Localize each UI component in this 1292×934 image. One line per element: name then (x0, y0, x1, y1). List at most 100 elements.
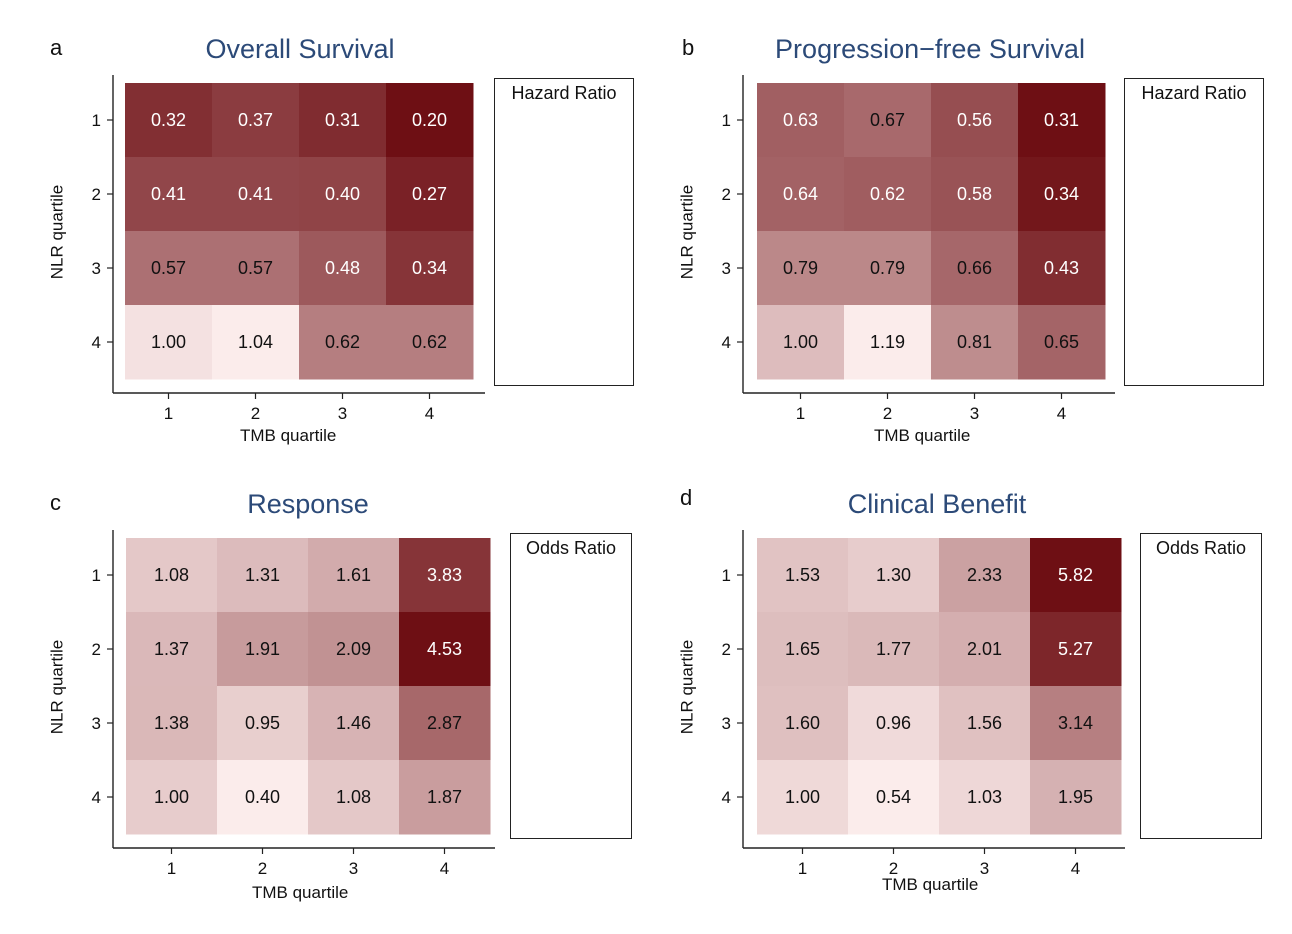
cell-value-label: 1.19 (870, 332, 905, 352)
panel-letter: a (50, 35, 63, 60)
heatmap-cell (757, 83, 845, 158)
heatmap-cell (212, 83, 300, 158)
heatmap-cell (939, 760, 1031, 835)
heatmap-cell (844, 83, 932, 158)
heatmap-cell (217, 612, 309, 687)
cell-value-label: 1.95 (1058, 787, 1093, 807)
heatmap-cell (126, 686, 218, 761)
heatmap-cell (757, 231, 845, 306)
panel-a: a Overall Survival 0.32 0.37 0.31 0.20 0.41 0… (0, 0, 646, 467)
cell-value-label: 1.00 (783, 332, 818, 352)
cell-value-label: 0.31 (325, 110, 360, 130)
chart-title: Response (247, 489, 369, 519)
heatmap-cell (1030, 760, 1122, 835)
heatmap-cell (299, 157, 387, 232)
cell-value-label: 1.31 (245, 565, 280, 585)
x-tick-label: 4 (1057, 404, 1066, 423)
heatmap-plot: 0.63 0.67 0.56 0.31 0.64 0.62 0.58 0.34 0.79 0.79… (722, 75, 1220, 423)
cell-value-label: 4.53 (427, 639, 462, 659)
x-tick-label: 2 (889, 859, 898, 878)
y-tick-label: 3 (92, 259, 101, 278)
heatmap-cell (939, 538, 1031, 613)
y-tick-label: 1 (92, 566, 101, 585)
cell-value-label: 5.27 (1058, 639, 1093, 659)
y-tick-label: 2 (92, 640, 101, 659)
heatmap-cell (844, 231, 932, 306)
x-tick-label: 2 (258, 859, 267, 878)
legend: Odds Ratio (1140, 533, 1262, 839)
cell-value-label: 0.32 (151, 110, 186, 130)
heatmap-cell (299, 83, 387, 158)
cell-value-label: 0.43 (1044, 258, 1079, 278)
heatmap-cell (939, 686, 1031, 761)
heatmap-cell (1018, 305, 1106, 380)
heatmap-cell (212, 305, 300, 380)
y-tick-label: 2 (722, 185, 731, 204)
legend: Hazard Ratio (1124, 78, 1264, 386)
y-tick-label: 3 (722, 714, 731, 733)
x-tick-label: 1 (796, 404, 805, 423)
heatmap-cell (399, 612, 491, 687)
cell-value-label: 0.31 (1044, 110, 1079, 130)
x-tick-label: 3 (980, 859, 989, 878)
cell-value-label: 0.40 (245, 787, 280, 807)
y-tick-label: 1 (722, 566, 731, 585)
heatmap-cell (848, 686, 940, 761)
cell-value-label: 0.41 (151, 184, 186, 204)
cell-value-label: 0.63 (783, 110, 818, 130)
heatmap-cell (1030, 686, 1122, 761)
cell-value-label: 1.30 (876, 565, 911, 585)
heatmap-cell (399, 686, 491, 761)
x-tick-label: 4 (425, 404, 434, 423)
cell-value-label: 1.91 (245, 639, 280, 659)
cell-value-label: 1.00 (154, 787, 189, 807)
heatmap-cell (125, 305, 213, 380)
cell-value-label: 0.62 (325, 332, 360, 352)
cell-value-label: 0.58 (957, 184, 992, 204)
heatmap-cell (757, 612, 849, 687)
cell-value-label: 0.66 (957, 258, 992, 278)
heatmap-cell (212, 157, 300, 232)
legend-title: Hazard Ratio (511, 83, 617, 103)
cell-value-label: 0.56 (957, 110, 992, 130)
cell-value-label: 0.40 (325, 184, 360, 204)
heatmap-cell (299, 231, 387, 306)
heatmap-cell (126, 538, 218, 613)
heatmap-cell (125, 157, 213, 232)
heatmap-cell (1018, 231, 1106, 306)
cell-value-label: 0.37 (238, 110, 273, 130)
y-tick-label: 4 (722, 788, 731, 807)
cell-value-label: 0.54 (876, 787, 911, 807)
legend-title: Odds Ratio (525, 538, 617, 558)
heatmap-cell (1030, 538, 1122, 613)
panel-letter: c (50, 490, 61, 515)
cell-value-label: 0.64 (783, 184, 818, 204)
heatmap-cell (399, 538, 491, 613)
heatmap-cell (757, 305, 845, 380)
cell-value-label: 2.33 (967, 565, 1002, 585)
heatmap-cell (217, 760, 309, 835)
chart-title: Progression−free Survival (775, 34, 1085, 64)
heatmap-cell (126, 612, 218, 687)
cell-value-label: 2.01 (967, 639, 1002, 659)
heatmap-cell (1030, 612, 1122, 687)
heatmap-cell (386, 231, 474, 306)
heatmap-cell (848, 760, 940, 835)
heatmap-cell (939, 612, 1031, 687)
y-tick-label: 2 (92, 185, 101, 204)
heatmap-cell (757, 686, 849, 761)
x-tick-label: 1 (164, 404, 173, 423)
y-axis-label: NLR quartile (677, 639, 697, 735)
heatmap-plot: 1.53 1.30 2.33 5.82 1.65 1.77 2.01 5.27 1.60 0.96… (722, 530, 1232, 878)
heatmap-cell (126, 760, 218, 835)
heatmap-cell (931, 231, 1019, 306)
cell-value-label: 0.48 (325, 258, 360, 278)
heatmap-cell (931, 305, 1019, 380)
cell-value-label: 0.96 (876, 713, 911, 733)
y-tick-label: 4 (92, 788, 101, 807)
x-tick-label: 3 (970, 404, 979, 423)
cell-value-label: 0.34 (1044, 184, 1079, 204)
cell-value-label: 1.61 (336, 565, 371, 585)
cell-value-label: 0.27 (412, 184, 447, 204)
panel-letter: b (682, 35, 695, 60)
